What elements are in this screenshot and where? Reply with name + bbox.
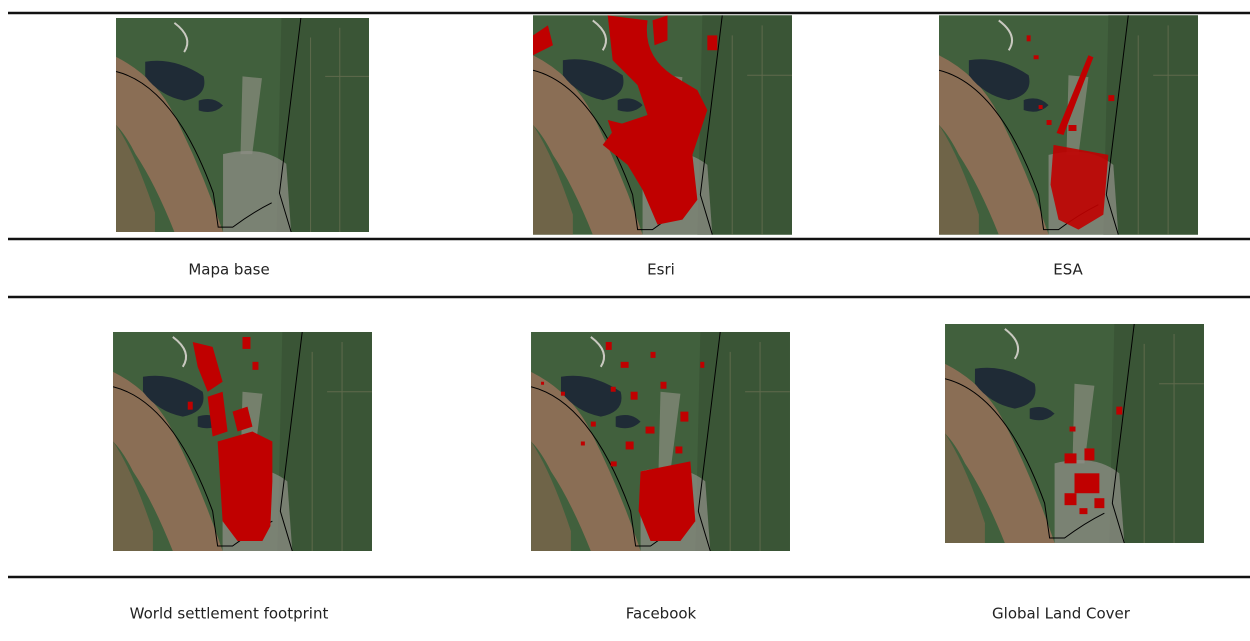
map-image (945, 324, 1204, 543)
caption: Mapa base (188, 261, 269, 279)
map-image (113, 332, 372, 551)
map-image (115, 18, 370, 232)
caption: Global Land Cover (992, 605, 1131, 623)
caption: Esri (647, 261, 675, 279)
map-image (531, 332, 790, 551)
map-image (939, 15, 1198, 235)
caption: Facebook (626, 605, 697, 623)
map-image (533, 15, 792, 235)
caption: World settlement footprint (130, 605, 329, 623)
caption: ESA (1053, 261, 1083, 279)
